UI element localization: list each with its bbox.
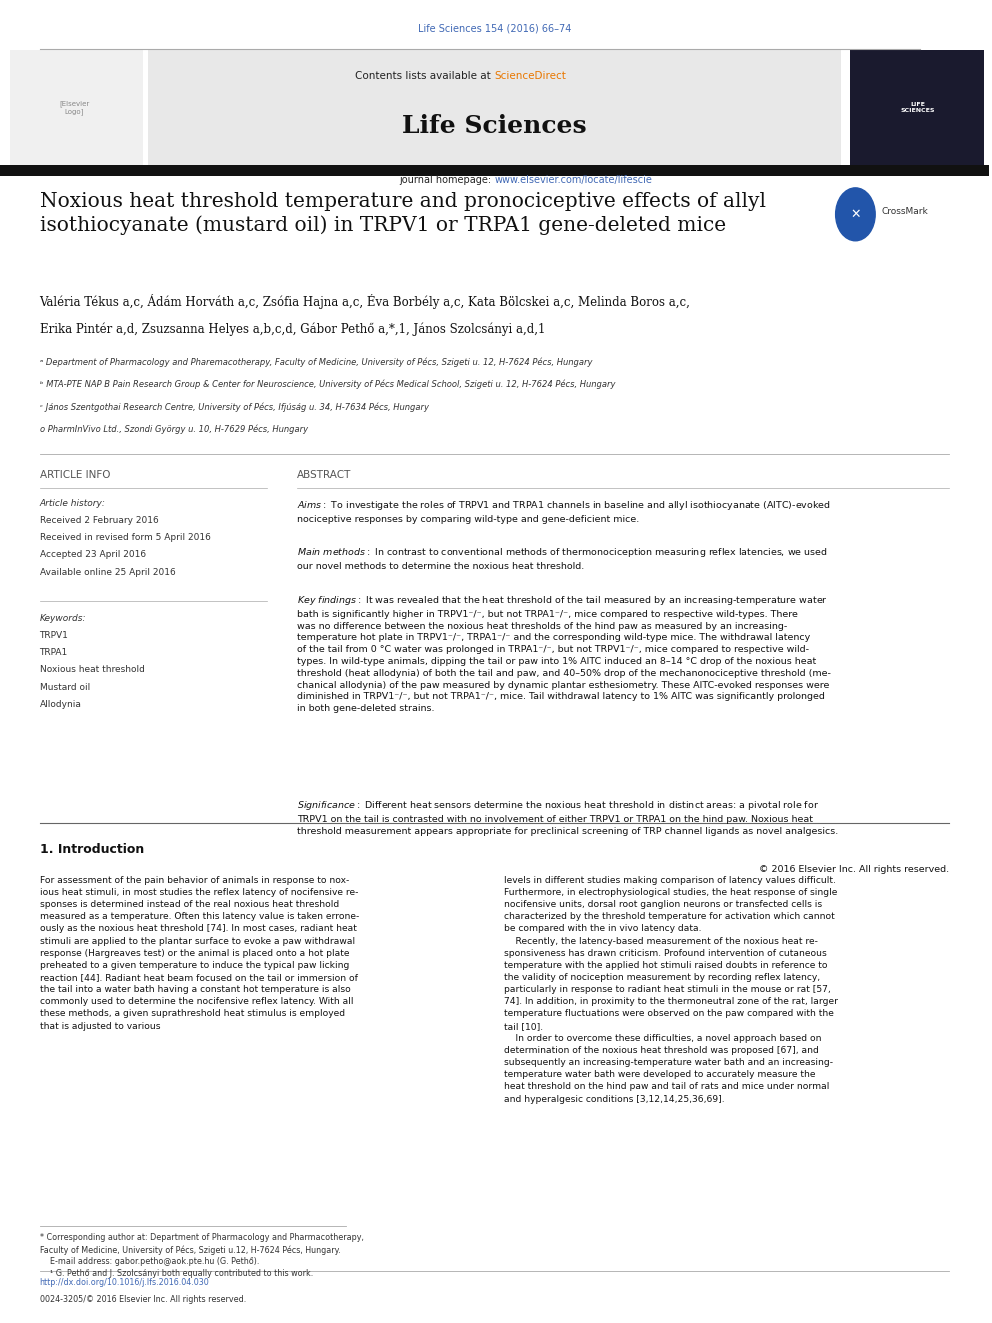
Text: TRPV1: TRPV1 bbox=[40, 631, 68, 640]
Text: Mustard oil: Mustard oil bbox=[40, 683, 90, 692]
Text: 1. Introduction: 1. Introduction bbox=[40, 843, 144, 856]
Text: Received in revised form 5 April 2016: Received in revised form 5 April 2016 bbox=[40, 533, 210, 542]
Text: $\it{Key\ findings:}$ It was revealed that the heat threshold of the tail measur: $\it{Key\ findings:}$ It was revealed th… bbox=[297, 594, 830, 713]
Text: ᴏ PharmInVivo Ltd., Szondi György u. 10, H-7629 Pécs, Hungary: ᴏ PharmInVivo Ltd., Szondi György u. 10,… bbox=[40, 425, 308, 434]
Text: TRPA1: TRPA1 bbox=[40, 648, 67, 658]
Text: © 2016 Elsevier Inc. All rights reserved.: © 2016 Elsevier Inc. All rights reserved… bbox=[759, 865, 949, 875]
Text: levels in different studies making comparison of latency values difficult.
Furth: levels in different studies making compa… bbox=[504, 876, 838, 1103]
Text: 0024-3205/© 2016 Elsevier Inc. All rights reserved.: 0024-3205/© 2016 Elsevier Inc. All right… bbox=[40, 1295, 246, 1304]
Text: [Elsevier
Logo]: [Elsevier Logo] bbox=[60, 101, 89, 115]
Text: ᵇ MTA-PTE NAP B Pain Research Group & Center for Neuroscience, University of Péc: ᵇ MTA-PTE NAP B Pain Research Group & Ce… bbox=[40, 380, 615, 389]
Text: Article history:: Article history: bbox=[40, 499, 105, 508]
Text: Noxious heat threshold temperature and pronociceptive effects of allyl
isothiocy: Noxious heat threshold temperature and p… bbox=[40, 192, 766, 235]
Text: $\it{Main\ methods:}$ In contrast to conventional methods of thermonociception m: $\it{Main\ methods:}$ In contrast to con… bbox=[297, 546, 827, 572]
Text: $\it{Significance:}$ Different heat sensors determine the noxious heat threshold: $\it{Significance:}$ Different heat sens… bbox=[297, 799, 838, 836]
Text: Valéria Tékus a,c, Ádám Horváth a,c, Zsófia Hajna a,c, Éva Borbély a,c, Kata Böl: Valéria Tékus a,c, Ádám Horváth a,c, Zsó… bbox=[40, 294, 690, 308]
Text: Received 2 February 2016: Received 2 February 2016 bbox=[40, 516, 159, 525]
Text: ᵃ Department of Pharmacology and Pharemacotherapy, Faculty of Medicine, Universi: ᵃ Department of Pharmacology and Pharema… bbox=[40, 357, 592, 366]
Text: Life Sciences 154 (2016) 66–74: Life Sciences 154 (2016) 66–74 bbox=[418, 24, 571, 34]
Text: Erika Pintér a,d, Zsuzsanna Helyes a,b,c,d, Gábor Pethő a,*,1, János Szolcsányi : Erika Pintér a,d, Zsuzsanna Helyes a,b,c… bbox=[40, 323, 545, 336]
FancyBboxPatch shape bbox=[10, 50, 144, 165]
Text: Contents lists available at: Contents lists available at bbox=[355, 71, 494, 82]
Text: CrossMark: CrossMark bbox=[881, 208, 928, 216]
FancyBboxPatch shape bbox=[0, 165, 989, 176]
Text: Keywords:: Keywords: bbox=[40, 614, 86, 623]
Text: ABSTRACT: ABSTRACT bbox=[297, 470, 351, 480]
Text: Available online 25 April 2016: Available online 25 April 2016 bbox=[40, 568, 176, 577]
FancyBboxPatch shape bbox=[850, 50, 984, 165]
Text: ARTICLE INFO: ARTICLE INFO bbox=[40, 470, 110, 480]
Text: ScienceDirect: ScienceDirect bbox=[494, 71, 566, 82]
Text: Accepted 23 April 2016: Accepted 23 April 2016 bbox=[40, 550, 146, 560]
Text: $\it{Aims:}$ To investigate the roles of TRPV1 and TRPA1 channels in baseline an: $\it{Aims:}$ To investigate the roles of… bbox=[297, 499, 830, 524]
Circle shape bbox=[835, 188, 875, 241]
Text: Allodynia: Allodynia bbox=[40, 700, 81, 709]
Text: For assessment of the pain behavior of animals in response to nox-
ious heat sti: For assessment of the pain behavior of a… bbox=[40, 876, 359, 1031]
Text: * Corresponding author at: Department of Pharmacology and Pharmacotherapy,
Facul: * Corresponding author at: Department of… bbox=[40, 1233, 363, 1278]
Text: Noxious heat threshold: Noxious heat threshold bbox=[40, 665, 145, 675]
Text: LIFE
SCIENCES: LIFE SCIENCES bbox=[901, 102, 934, 114]
Text: www.elsevier.com/locate/lifescie: www.elsevier.com/locate/lifescie bbox=[494, 175, 653, 185]
Text: http://dx.doi.org/10.1016/j.lfs.2016.04.030: http://dx.doi.org/10.1016/j.lfs.2016.04.… bbox=[40, 1278, 209, 1287]
Text: Life Sciences: Life Sciences bbox=[402, 114, 586, 138]
Text: journal homepage:: journal homepage: bbox=[399, 175, 494, 185]
FancyBboxPatch shape bbox=[149, 50, 840, 165]
Text: ᶜ János Szentgothai Research Centre, University of Pécs, Ifjúság u. 34, H-7634 P: ᶜ János Szentgothai Research Centre, Uni… bbox=[40, 402, 429, 411]
Text: ✕: ✕ bbox=[850, 208, 861, 221]
